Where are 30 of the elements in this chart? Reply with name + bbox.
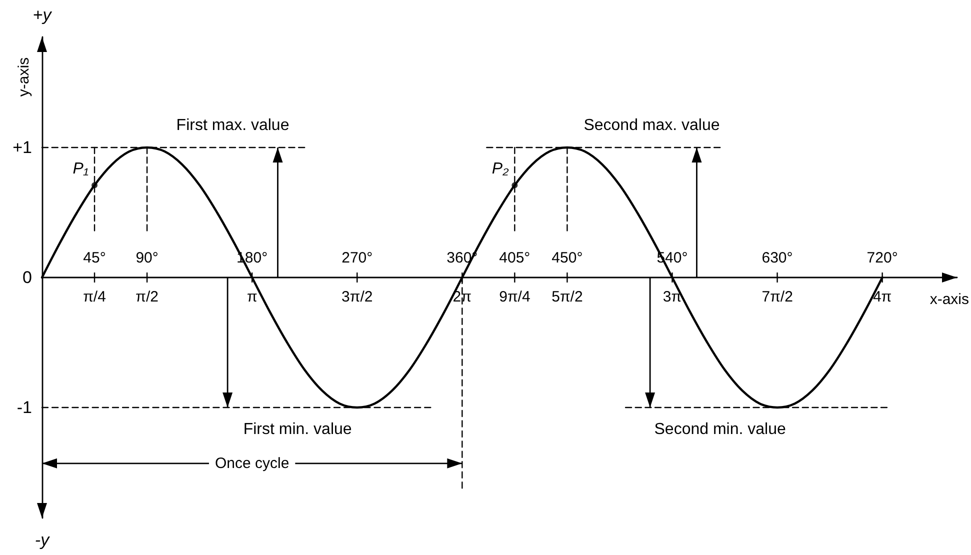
text: -y <box>34 530 51 550</box>
annotation: P₁ <box>72 160 89 178</box>
x-tick-label: 630° <box>762 250 793 266</box>
x-tick-label: 45° <box>83 250 106 266</box>
x2-tick-label: 5π/2 <box>552 288 583 306</box>
annotation: Second max. value <box>584 117 720 134</box>
y-axis-title: y-axis <box>16 57 32 97</box>
x2-tick-label: 4π <box>872 288 892 306</box>
annotation: P₂ <box>492 160 509 178</box>
x-tick-label: 405° <box>499 250 530 266</box>
x-axis-title: x-axis <box>930 291 969 308</box>
x-tick-label: 90° <box>136 250 158 266</box>
x2-tick-label: π/2 <box>136 288 158 306</box>
x2-tick-label: 3π <box>662 288 682 306</box>
x2-tick-label: π <box>246 288 258 306</box>
annotation: First min. value <box>243 421 352 438</box>
x-tick-label: 720° <box>866 250 898 266</box>
x2-tick-label: 9π/4 <box>499 288 530 306</box>
annotation: Once cycle <box>214 454 290 472</box>
y-tick-label: +1 <box>12 138 32 157</box>
x2-tick-label: 3π/2 <box>341 288 373 306</box>
y-tick-label: 0 <box>22 268 32 287</box>
annotation: First max. value <box>176 117 290 134</box>
x-tick-label: 450° <box>552 250 583 266</box>
x-tick-label: 270° <box>342 250 373 266</box>
text: +y <box>32 6 53 24</box>
annotation: Second min. value <box>654 421 786 438</box>
y-tick-label: -1 <box>16 398 32 417</box>
x2-tick-label: 7π/2 <box>762 288 793 306</box>
x2-tick-label: π/4 <box>83 288 106 306</box>
